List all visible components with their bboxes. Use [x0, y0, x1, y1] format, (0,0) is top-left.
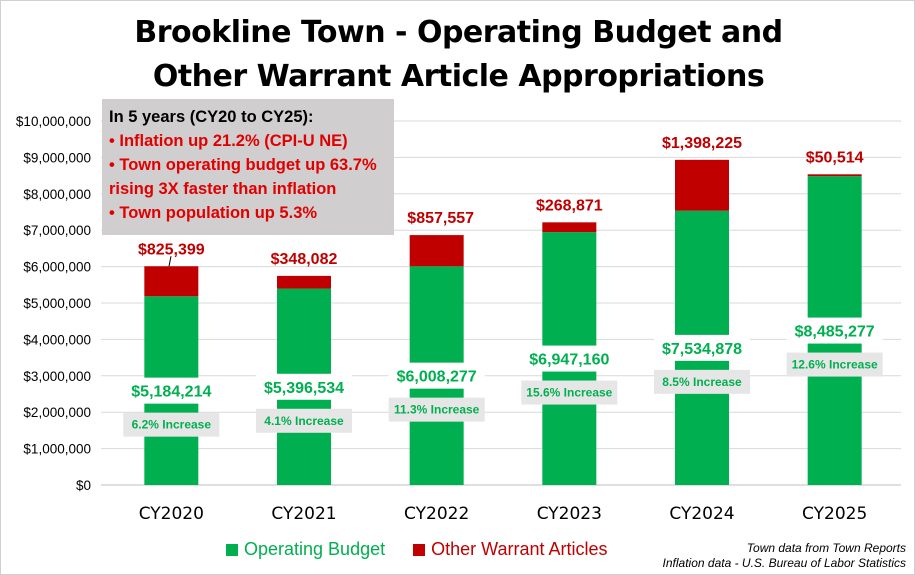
bar-warrant-articles	[675, 159, 729, 211]
increase-label-bg	[123, 412, 220, 437]
annotation-line: • Inflation up 21.2% (CPI-U NE)	[109, 132, 348, 150]
increase-label-bg	[521, 380, 618, 405]
data-label-warrant: $857,557	[407, 210, 474, 227]
annotation-line: rising 3X faster than inflation	[109, 180, 337, 198]
data-label-operating: $5,184,214	[131, 384, 211, 401]
leader-line	[168, 256, 172, 267]
increase-label-bg	[654, 369, 750, 394]
increase-label-bg	[256, 408, 352, 433]
x-tick-label: CY2023	[537, 504, 602, 524]
data-label-operating: $6,947,160	[529, 352, 609, 369]
bar-warrant-articles	[542, 222, 597, 233]
annotation-line: • Town operating budget up 63.7%	[109, 156, 377, 174]
data-label-warrant: $50,514	[806, 149, 864, 166]
annotation-heading: In 5 years (CY20 to CY25):	[109, 108, 314, 126]
legend-label-warrant: Other Warrant Articles	[431, 539, 608, 559]
annotation-box: In 5 years (CY20 to CY25): • Inflation u…	[102, 99, 394, 235]
x-tick-label: CY2020	[139, 504, 204, 524]
data-label-operating: $5,396,534	[264, 380, 344, 397]
bar-warrant-articles	[409, 235, 464, 267]
data-label-bg	[786, 317, 883, 344]
bar-warrant-articles	[807, 174, 862, 177]
legend: Operating Budget Other Warrant Articles	[226, 539, 608, 560]
bar-warrant-articles	[144, 266, 199, 297]
data-label-operating: $6,008,277	[397, 369, 477, 386]
data-label-bg	[521, 345, 618, 372]
source-note: Town data from Town Reports	[746, 541, 906, 555]
y-tick-label: $5,000,000	[23, 296, 91, 311]
y-tick-label: $2,000,000	[23, 405, 91, 420]
bar-warrant-articles	[277, 275, 331, 289]
data-label-warrant: $268,871	[536, 197, 603, 214]
increase-label: 8.5% Increase	[662, 375, 742, 389]
y-tick-label: $4,000,000	[23, 332, 91, 347]
data-label-warrant: $1,398,225	[662, 135, 742, 152]
increase-label: 12.6% Increase	[792, 358, 878, 372]
data-label-warrant: $348,082	[271, 251, 338, 268]
annotation-line: • Town population up 5.3%	[109, 204, 318, 222]
legend-swatch-warrant	[413, 543, 426, 556]
y-tick-label: $1,000,000	[23, 442, 91, 457]
increase-label: 15.6% Increase	[526, 386, 612, 400]
x-tick-label: CY2022	[404, 504, 469, 524]
source-note: Inflation data - U.S. Bureau of Labor St…	[662, 556, 906, 570]
x-tick-label: CY2025	[802, 504, 867, 524]
data-label-bg	[123, 377, 220, 404]
increase-label: 4.1% Increase	[264, 414, 344, 428]
y-tick-label: $10,000,000	[16, 114, 91, 129]
data-label-warrant: $825,399	[138, 241, 205, 258]
y-tick-label: $7,000,000	[23, 223, 91, 238]
data-label-bg	[654, 334, 750, 361]
chart-title-line2: Other Warrant Article Appropriations	[152, 59, 765, 94]
y-tick-label: $6,000,000	[23, 260, 91, 275]
chart-title-line1: Brookline Town - Operating Budget and	[134, 15, 783, 50]
data-label-operating: $7,534,878	[662, 341, 742, 358]
legend-label-operating: Operating Budget	[244, 539, 386, 559]
increase-label-bg	[388, 397, 485, 422]
y-tick-label: $0	[76, 478, 91, 493]
data-label-operating: $8,485,277	[795, 324, 875, 341]
data-label-bg	[388, 362, 485, 389]
increase-label-bg	[786, 352, 883, 377]
x-tick-label: CY2024	[669, 504, 734, 524]
y-tick-label: $9,000,000	[23, 150, 91, 165]
increase-label: 11.3% Increase	[394, 403, 480, 417]
x-tick-label: CY2021	[271, 504, 336, 524]
y-tick-label: $3,000,000	[23, 369, 91, 384]
y-tick-label: $8,000,000	[23, 187, 91, 202]
data-label-bg	[256, 373, 352, 400]
increase-label: 6.2% Increase	[132, 418, 212, 432]
legend-swatch-operating	[226, 543, 238, 556]
